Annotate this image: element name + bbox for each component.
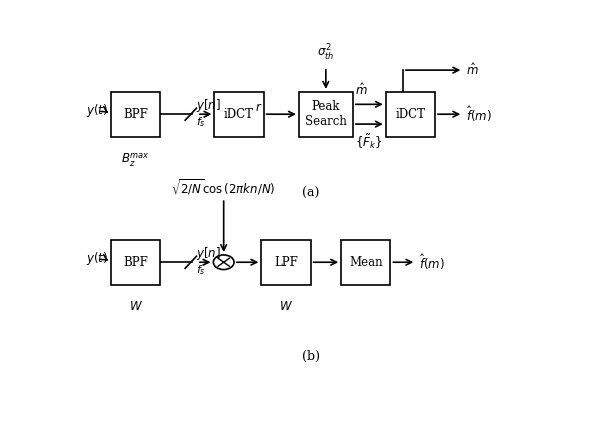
Bar (215, 92, 264, 137)
Text: (a): (a) (302, 187, 319, 200)
Text: $f_s$: $f_s$ (196, 264, 205, 277)
Text: BPF: BPF (123, 108, 148, 121)
Text: $y[n]$: $y[n]$ (196, 245, 221, 262)
Text: $y(t)$: $y(t)$ (86, 102, 108, 118)
Text: (b): (b) (302, 350, 319, 363)
Text: $B_z^{max}$: $B_z^{max}$ (121, 152, 150, 169)
Text: $f_s$: $f_s$ (196, 116, 205, 130)
Bar (299, 92, 353, 137)
Text: $y[n]$: $y[n]$ (196, 97, 221, 114)
Text: iDCT: iDCT (395, 108, 425, 121)
Text: $\hat{f}(m)$: $\hat{f}(m)$ (419, 252, 444, 272)
Text: $\hat{f}(m)$: $\hat{f}(m)$ (465, 104, 491, 124)
Bar (385, 92, 435, 137)
Text: Mean: Mean (349, 256, 382, 269)
Text: LPF: LPF (274, 256, 298, 269)
Bar (341, 240, 390, 285)
Text: $W$: $W$ (279, 300, 293, 313)
Text: $y(t)$: $y(t)$ (86, 250, 108, 267)
Text: $\sigma_{th}^2$: $\sigma_{th}^2$ (318, 43, 335, 64)
Text: $\{\tilde{F}_k\}$: $\{\tilde{F}_k\}$ (355, 132, 383, 151)
Bar (111, 240, 160, 285)
Text: $W$: $W$ (128, 300, 142, 313)
Text: Peak
Search: Peak Search (305, 100, 347, 128)
Text: $\hat{m}$: $\hat{m}$ (355, 82, 368, 98)
Text: $\hat{m}$: $\hat{m}$ (465, 62, 478, 78)
Bar (261, 240, 310, 285)
Text: $r$: $r$ (255, 101, 262, 114)
Text: iDCT: iDCT (224, 108, 254, 121)
Text: BPF: BPF (123, 256, 148, 269)
Text: $\sqrt{2/N}\cos\left(2\pi kn/N\right)$: $\sqrt{2/N}\cos\left(2\pi kn/N\right)$ (171, 177, 276, 197)
Bar (111, 92, 160, 137)
